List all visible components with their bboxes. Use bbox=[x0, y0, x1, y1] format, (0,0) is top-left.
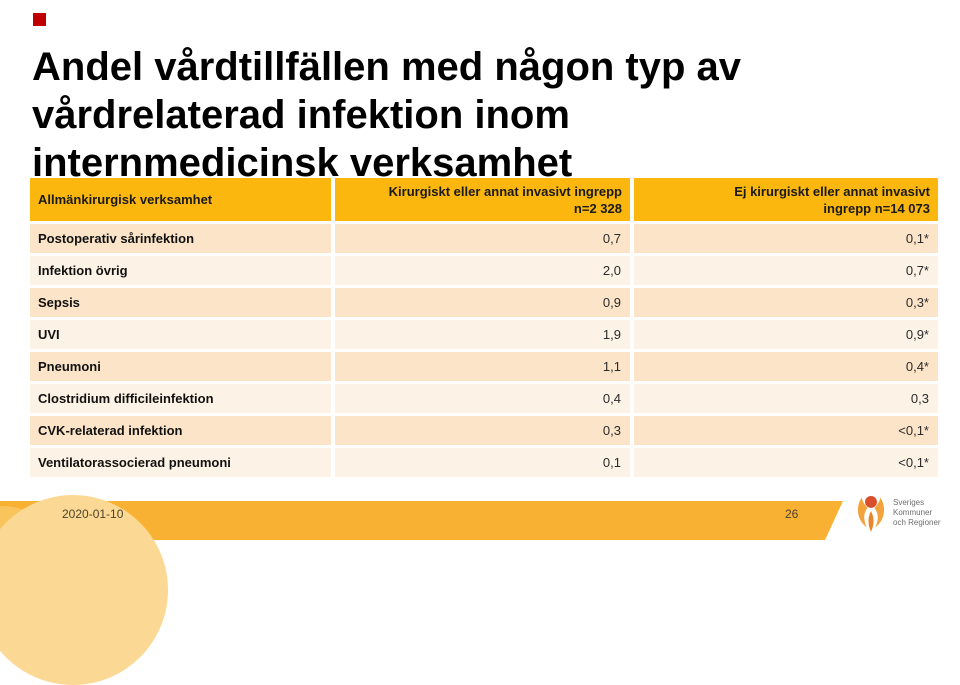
row-value: <0,1* bbox=[634, 416, 938, 445]
row-value: 0,3 bbox=[634, 384, 938, 413]
row-value: 0,3 bbox=[335, 416, 630, 445]
row-label: Ventilatorassocierad pneumoni bbox=[30, 448, 331, 477]
row-value: 0,7 bbox=[335, 224, 630, 253]
slide-date: 2020-01-10 bbox=[62, 507, 124, 521]
row-label: CVK-relaterad infektion bbox=[30, 416, 331, 445]
column-header-unit: Allmänkirurgisk verksamhet bbox=[30, 178, 331, 221]
column-header-surgical: Kirurgiskt eller annat invasivt ingrepp … bbox=[335, 178, 630, 221]
row-value: 0,4 bbox=[335, 384, 630, 413]
row-value: <0,1* bbox=[634, 448, 938, 477]
infection-table: Allmänkirurgisk verksamhet Kirurgiskt el… bbox=[30, 178, 938, 477]
row-value: 0,4* bbox=[634, 352, 938, 381]
row-label: Postoperativ sårinfektion bbox=[30, 224, 331, 253]
row-label: Sepsis bbox=[30, 288, 331, 317]
row-label: Clostridium difficileinfektion bbox=[30, 384, 331, 413]
row-value: 0,1 bbox=[335, 448, 630, 477]
skr-logo-dot bbox=[865, 496, 877, 508]
row-value: 2,0 bbox=[335, 256, 630, 285]
slide-accent-square bbox=[33, 13, 46, 26]
row-value: 0,7* bbox=[634, 256, 938, 285]
row-value: 1,9 bbox=[335, 320, 630, 349]
column-header-nonsurgical: Ej kirurgiskt eller annat invasivt ingre… bbox=[634, 178, 938, 221]
row-value: 0,1* bbox=[634, 224, 938, 253]
row-label: UVI bbox=[30, 320, 331, 349]
skr-logo-text: Sveriges Kommuner och Regioner bbox=[893, 498, 941, 527]
row-label: Pneumoni bbox=[30, 352, 331, 381]
row-value: 0,3* bbox=[634, 288, 938, 317]
row-label: Infektion övrig bbox=[30, 256, 331, 285]
skr-logo-icon bbox=[857, 496, 885, 532]
row-value: 0,9* bbox=[634, 320, 938, 349]
page-number: 26 bbox=[785, 507, 799, 521]
slide-title: Andel vårdtillfällen med någon typ av vå… bbox=[32, 44, 742, 185]
row-value: 0,9 bbox=[335, 288, 630, 317]
row-value: 1,1 bbox=[335, 352, 630, 381]
skr-logo: Sveriges Kommuner och Regioner bbox=[854, 489, 941, 537]
